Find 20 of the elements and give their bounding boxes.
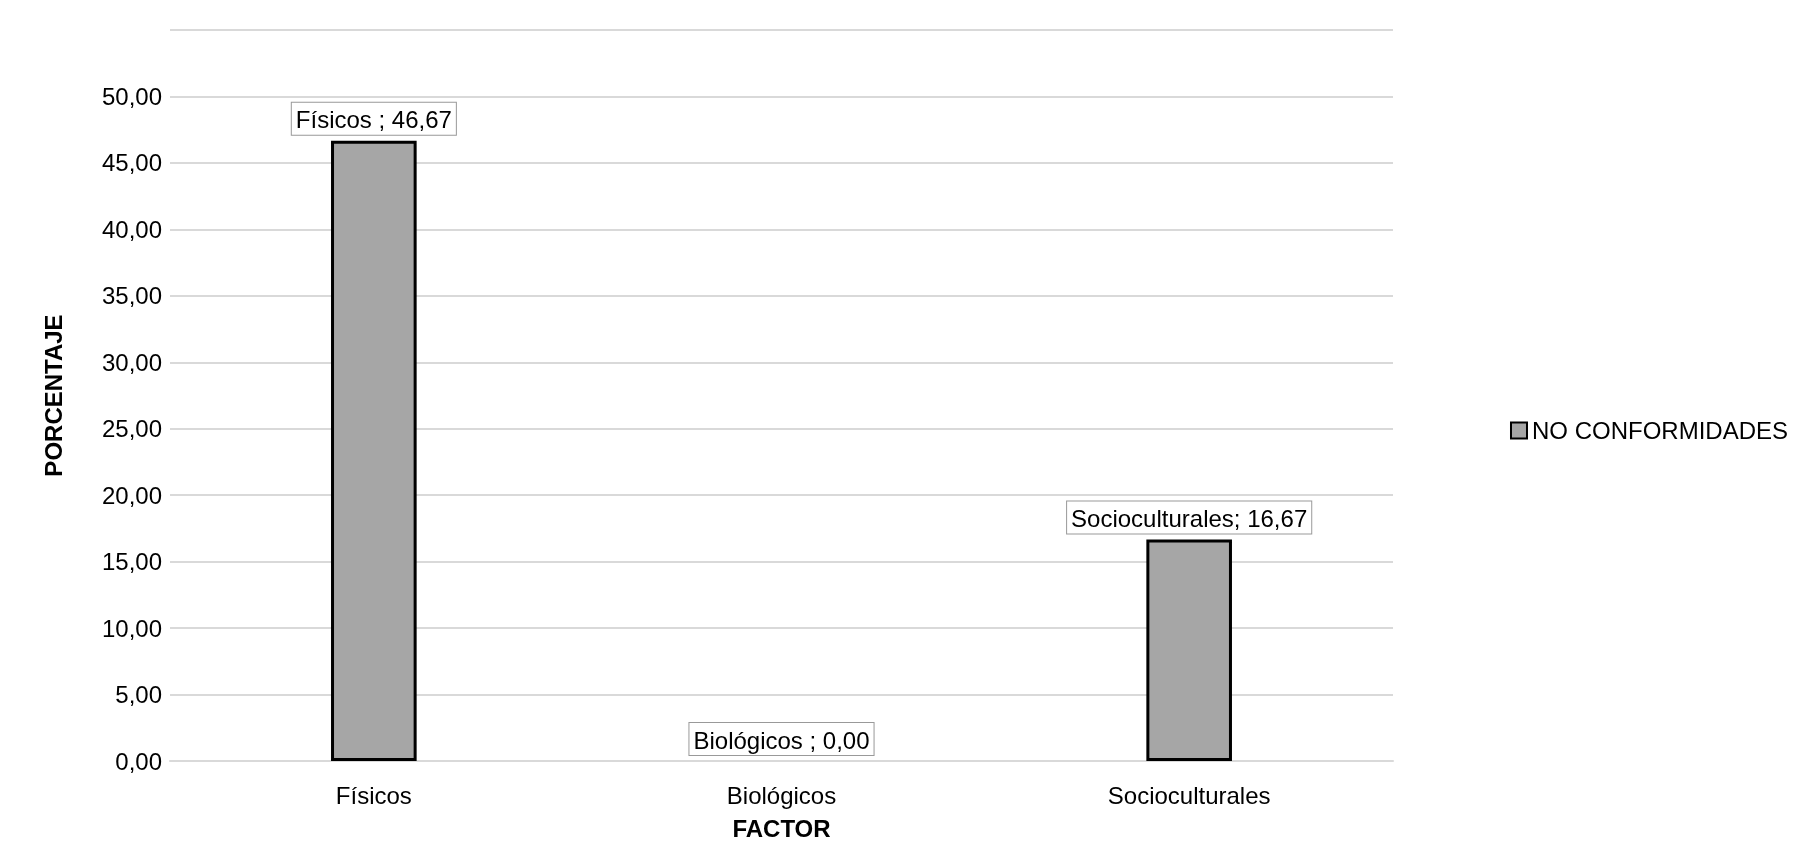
- x-tick-label: Biológicos: [726, 781, 837, 809]
- y-tick-label: 5,00: [115, 681, 162, 709]
- y-tick-label: 10,00: [101, 614, 162, 642]
- y-tick-label: 30,00: [101, 348, 162, 376]
- y-tick-label: 0,00: [115, 747, 162, 775]
- data-label: Físicos ; 46,67: [295, 106, 452, 134]
- y-tick-label: 40,00: [101, 215, 162, 243]
- y-axis-title: PORCENTAJE: [39, 314, 67, 477]
- legend-label: NO CONFORMIDADES: [1531, 417, 1789, 444]
- y-tick-label: 45,00: [101, 149, 162, 177]
- y-tick-label: 15,00: [101, 548, 162, 576]
- y-tick-label: 35,00: [101, 282, 162, 310]
- x-tick-label: Físicos: [335, 781, 412, 809]
- y-tick-label: 20,00: [101, 481, 162, 509]
- y-tick-label: 50,00: [101, 82, 162, 110]
- x-tick-label: Socioculturales: [1107, 781, 1271, 809]
- data-label: Biológicos ; 0,00: [693, 726, 870, 754]
- y-tick-label: 25,00: [101, 415, 162, 443]
- data-label: Socioculturales; 16,67: [1071, 504, 1308, 532]
- x-axis-title: FACTOR: [732, 814, 831, 842]
